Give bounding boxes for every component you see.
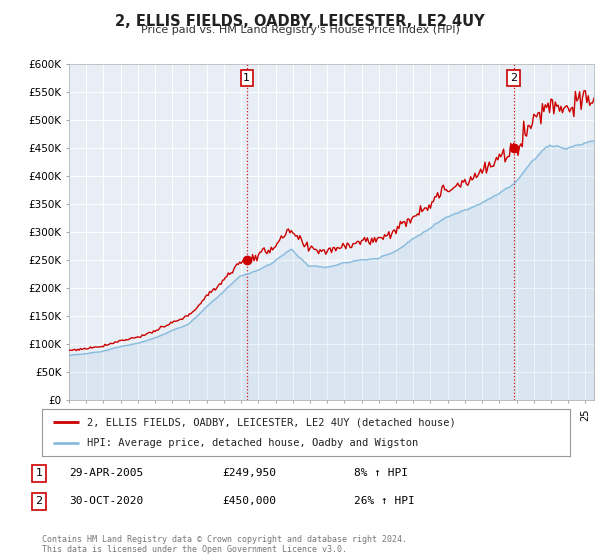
Text: £249,950: £249,950 — [222, 468, 276, 478]
Text: 8% ↑ HPI: 8% ↑ HPI — [354, 468, 408, 478]
Text: 2: 2 — [35, 496, 43, 506]
Text: Price paid vs. HM Land Registry's House Price Index (HPI): Price paid vs. HM Land Registry's House … — [140, 25, 460, 35]
Text: 1: 1 — [244, 73, 250, 83]
Text: 26% ↑ HPI: 26% ↑ HPI — [354, 496, 415, 506]
Text: 29-APR-2005: 29-APR-2005 — [69, 468, 143, 478]
Text: 2, ELLIS FIELDS, OADBY, LEICESTER, LE2 4UY: 2, ELLIS FIELDS, OADBY, LEICESTER, LE2 4… — [115, 14, 485, 29]
Text: £450,000: £450,000 — [222, 496, 276, 506]
Text: Contains HM Land Registry data © Crown copyright and database right 2024.
This d: Contains HM Land Registry data © Crown c… — [42, 535, 407, 554]
Text: 1: 1 — [35, 468, 43, 478]
Text: 30-OCT-2020: 30-OCT-2020 — [69, 496, 143, 506]
Text: 2, ELLIS FIELDS, OADBY, LEICESTER, LE2 4UY (detached house): 2, ELLIS FIELDS, OADBY, LEICESTER, LE2 4… — [87, 417, 455, 427]
Text: 2: 2 — [510, 73, 517, 83]
Text: HPI: Average price, detached house, Oadby and Wigston: HPI: Average price, detached house, Oadb… — [87, 438, 418, 448]
